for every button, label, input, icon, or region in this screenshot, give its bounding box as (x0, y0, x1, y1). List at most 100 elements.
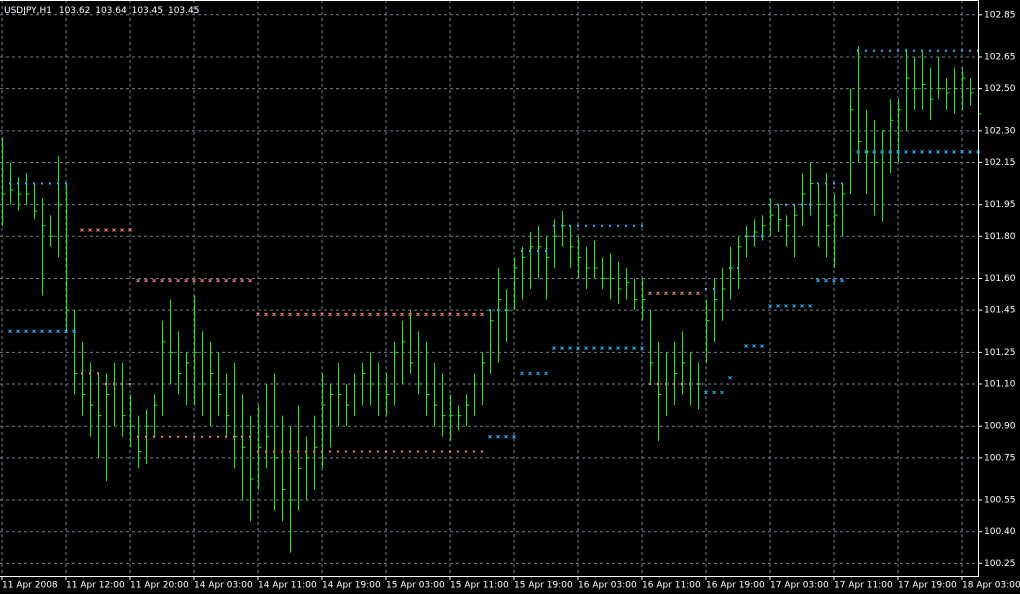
x-tick-label: 14 Apr 03:00 (194, 581, 253, 591)
level-cross (744, 344, 748, 348)
y-tick-label: 100.25 (984, 559, 1016, 569)
level-dot (321, 450, 323, 453)
level-dot (289, 450, 291, 453)
level-dot (529, 250, 531, 253)
level-dot (153, 435, 155, 438)
level-cross (384, 312, 388, 317)
level-dot (201, 435, 203, 438)
level-dot (65, 182, 67, 185)
level-cross (920, 150, 924, 154)
y-tick-label: 102.85 (984, 10, 1016, 20)
level-dot (177, 435, 179, 438)
y-tick-label: 102.65 (984, 52, 1016, 62)
level-cross (224, 278, 228, 283)
level-cross (936, 150, 940, 154)
level-cross (176, 278, 180, 283)
level-cross (536, 371, 540, 376)
x-tick-label: 11 Apr 20:00 (130, 581, 189, 591)
level-cross (360, 312, 364, 317)
level-dot (905, 49, 907, 52)
level-cross (504, 434, 508, 439)
x-tick-label: 17 Apr 19:00 (898, 581, 957, 591)
level-dot (217, 435, 219, 438)
level-dot (241, 435, 243, 438)
level-dot (617, 224, 619, 227)
level-cross (336, 312, 340, 317)
y-tick-label: 100.55 (984, 496, 1016, 506)
level-dot (729, 266, 731, 269)
level-cross (88, 228, 92, 232)
level-dot (713, 288, 715, 291)
level-cross (512, 434, 516, 439)
level-dot (497, 309, 499, 312)
level-cross (24, 329, 28, 334)
level-dot (969, 49, 971, 52)
level-cross (528, 371, 532, 376)
level-cross (320, 312, 324, 317)
level-dot (449, 450, 451, 453)
level-cross (240, 278, 244, 283)
level-dot (161, 435, 163, 438)
level-cross (128, 228, 132, 232)
level-dot (873, 49, 875, 52)
level-cross (944, 150, 948, 154)
level-dot (473, 450, 475, 453)
level-dot (425, 450, 427, 453)
level-cross (616, 346, 620, 350)
level-dot (681, 383, 683, 385)
level-cross (160, 278, 164, 283)
y-tick-label: 101.45 (984, 306, 1016, 316)
level-cross (440, 312, 444, 317)
level-cross (664, 291, 668, 296)
y-tick-label: 102.30 (984, 126, 1016, 136)
level-dot (249, 435, 251, 438)
level-cross (752, 344, 756, 348)
level-dot (945, 49, 947, 52)
level-cross (544, 371, 548, 376)
level-cross (48, 329, 52, 334)
level-cross (800, 304, 804, 308)
level-cross (32, 329, 36, 334)
level-cross (520, 371, 524, 376)
level-cross (856, 150, 860, 154)
level-dot (345, 450, 347, 453)
level-dot (673, 383, 675, 385)
level-cross (352, 312, 356, 317)
level-cross (448, 312, 452, 317)
level-dot (233, 435, 235, 438)
level-dot (137, 435, 139, 438)
level-cross (680, 291, 684, 296)
level-cross (640, 346, 644, 350)
level-dot (273, 450, 275, 453)
level-cross (928, 150, 932, 154)
level-dot (417, 450, 419, 453)
level-dot (17, 182, 19, 185)
level-cross (584, 346, 588, 350)
level-cross (408, 312, 412, 317)
x-tick-label: 16 Apr 11:00 (642, 581, 701, 591)
level-cross (208, 278, 212, 283)
level-cross (496, 434, 500, 439)
quote-close: 103.45 (168, 6, 200, 16)
level-cross (120, 228, 124, 232)
quote-low: 103.45 (132, 6, 164, 16)
level-dot (705, 288, 707, 291)
level-dot (553, 224, 555, 227)
level-dot (193, 435, 195, 438)
level-dot (841, 182, 843, 185)
level-dot (593, 224, 595, 227)
level-cross (464, 312, 468, 317)
x-tick-label: 15 Apr 03:00 (386, 581, 445, 591)
level-dot (601, 224, 603, 227)
level-cross (328, 312, 332, 317)
level-cross (864, 150, 868, 154)
level-dot (361, 450, 363, 453)
level-cross (192, 278, 196, 283)
level-dot (689, 383, 691, 385)
level-dot (305, 450, 307, 453)
level-dot (129, 383, 131, 385)
level-cross (960, 150, 964, 154)
level-dot (777, 203, 779, 206)
y-tick-label: 100.40 (984, 527, 1016, 537)
